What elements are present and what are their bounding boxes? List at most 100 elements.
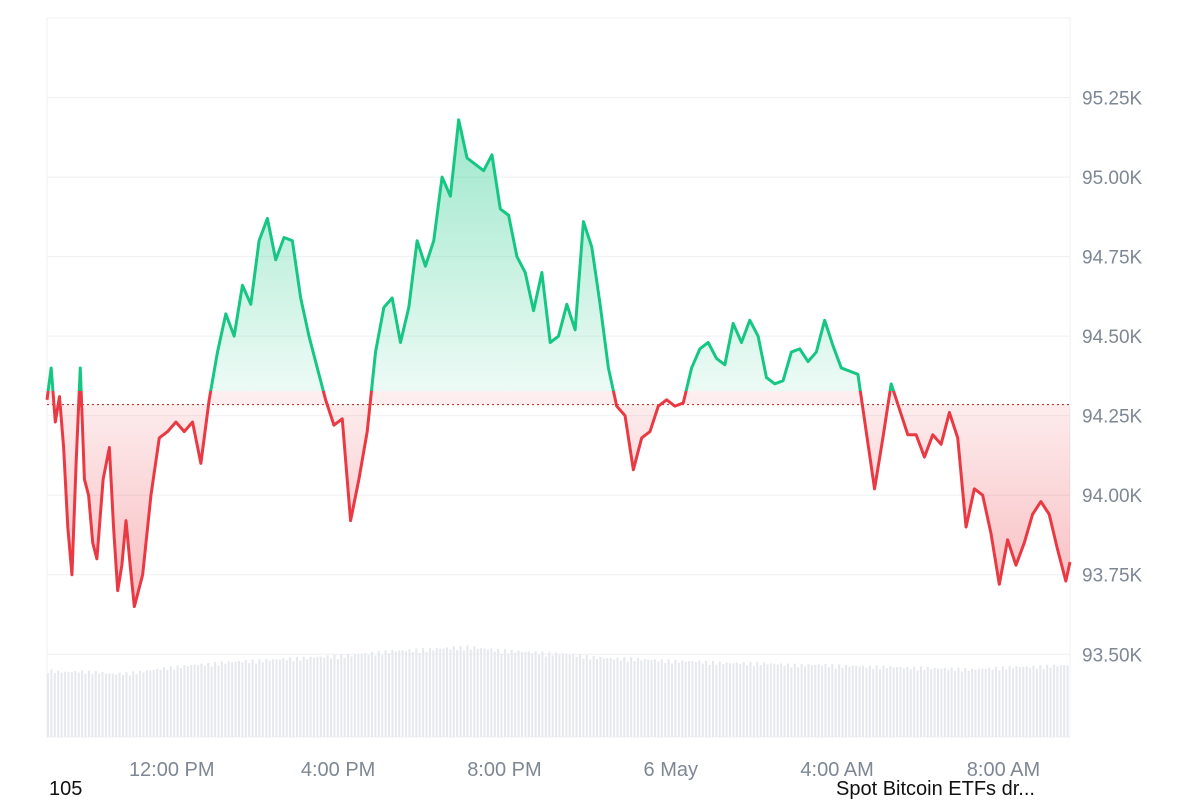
news-headline-link[interactable]: Spot Bitcoin ETFs dr...: [836, 778, 1035, 800]
volume-bar: [217, 665, 220, 737]
volume-bar: [1035, 668, 1038, 737]
volume-bar: [640, 660, 643, 737]
volume-bar: [541, 651, 544, 737]
volume-bar: [705, 660, 708, 737]
volume-bar: [53, 672, 56, 737]
volume-bar: [411, 652, 414, 737]
volume-bar: [664, 662, 667, 737]
volume-bar: [77, 672, 80, 737]
volume-bar: [609, 658, 612, 737]
volume-bar: [166, 669, 169, 737]
volume-bar: [1015, 666, 1018, 737]
volume-bar: [258, 659, 261, 737]
volume-bar: [57, 670, 60, 737]
volume-bar: [156, 668, 159, 737]
volume-bar: [312, 657, 315, 737]
volume-bar: [916, 670, 919, 737]
volume-bar: [1018, 667, 1021, 737]
volume-bar: [558, 654, 561, 737]
volume-bar: [636, 657, 639, 737]
volume-bar: [882, 665, 885, 737]
volume-bar: [671, 663, 674, 737]
volume-bar: [534, 651, 537, 737]
volume-bar: [381, 655, 384, 737]
volume-bar: [357, 654, 360, 737]
volume-bar: [885, 668, 888, 737]
volume-bar: [1063, 665, 1066, 737]
volume-bar: [807, 664, 810, 737]
volume-bar: [994, 666, 997, 737]
volume-bar: [497, 648, 500, 737]
volume-bar: [272, 659, 275, 737]
y-axis-labels: 93.50K 93.75K 94.00K 94.25K 94.50K 94.75K 95.0…: [1082, 89, 1143, 667]
volume-bar: [855, 665, 858, 737]
volume-bar: [98, 673, 101, 737]
volume-bar: [1049, 667, 1052, 737]
price-line-up: [46, 118, 896, 391]
volume-bar: [896, 667, 899, 737]
volume-bar: [677, 662, 680, 737]
volume-bar: [289, 657, 292, 737]
x-tick-label: 4:00 PM: [301, 759, 375, 781]
volume-bar: [125, 672, 128, 737]
y-tick-label: 94.75K: [1082, 248, 1143, 269]
volume-bar: [118, 672, 121, 737]
volume-bar: [483, 648, 486, 737]
volume-bar: [377, 650, 380, 737]
volume-bar: [780, 663, 783, 737]
volume-bar: [64, 671, 67, 737]
volume-bar: [708, 664, 711, 737]
volume-bar: [179, 667, 182, 737]
x-tick-label: 8:00 AM: [967, 759, 1040, 781]
volume-bar: [616, 657, 619, 737]
volume-bar: [1008, 666, 1011, 737]
volume-bar: [425, 651, 428, 737]
volume-bar: [520, 652, 523, 737]
volume-bar: [954, 670, 957, 737]
area-above-baseline: [48, 119, 894, 391]
price-line: [45, 118, 1072, 609]
volume-bar: [844, 664, 847, 737]
volume-bar: [684, 661, 687, 737]
volume-bar: [476, 648, 479, 737]
volume-bar: [510, 649, 513, 737]
volume-bar: [401, 650, 404, 737]
volume-bar: [70, 672, 73, 737]
volume-bar: [309, 656, 312, 737]
volume-bar: [449, 649, 452, 737]
volume-bar: [930, 669, 933, 737]
volume-bar: [234, 661, 237, 737]
volume-bar: [370, 651, 373, 737]
volume-bar: [892, 667, 895, 737]
volume-bar: [667, 659, 670, 737]
volume-bar: [87, 670, 90, 737]
volume-bar: [142, 672, 145, 737]
volume-bar: [227, 661, 230, 737]
volume-bar: [306, 659, 309, 737]
volume-bar: [957, 667, 960, 737]
volume-bar: [879, 669, 882, 737]
volume-bar: [1056, 666, 1059, 737]
x-tick-label: 12:00 PM: [129, 759, 215, 781]
volume-bar: [947, 669, 950, 737]
volume-bar: [711, 661, 714, 737]
volume-bar: [793, 663, 796, 737]
volume-bar: [814, 664, 817, 737]
volume-bar: [67, 671, 70, 737]
volume-bar: [268, 660, 271, 737]
volume-bar: [582, 658, 585, 737]
area-below-baseline: [47, 391, 1070, 607]
volume-bar: [350, 656, 353, 737]
volume-bar: [657, 661, 660, 737]
volume-bar: [960, 671, 963, 737]
volume-bar: [653, 659, 656, 737]
volume-bar: [408, 649, 411, 737]
volume-bar: [998, 670, 1001, 737]
volume-bar: [647, 659, 650, 737]
volume-bar: [565, 654, 568, 737]
volume-bar: [606, 658, 609, 737]
volume-bar: [200, 663, 203, 737]
volume-bar: [790, 667, 793, 737]
volume-bar: [251, 659, 254, 737]
volume-bar: [459, 645, 462, 737]
